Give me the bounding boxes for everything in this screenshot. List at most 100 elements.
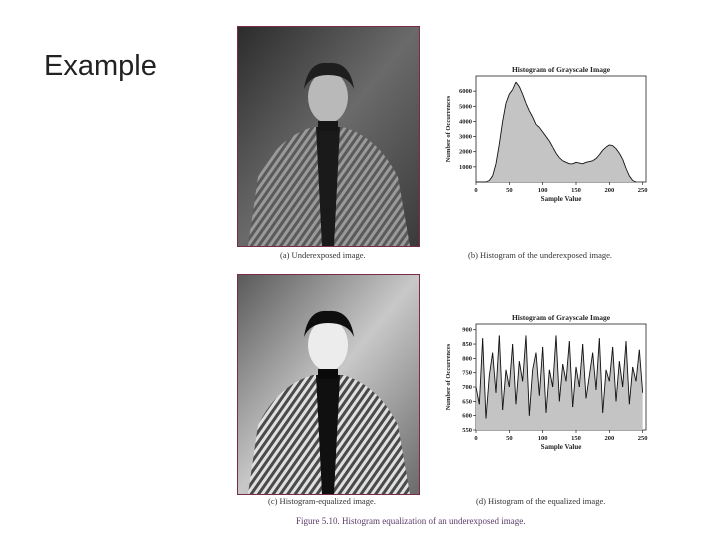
- histogram-equalized: Histogram of Grayscale Image 0 50 100 150 200…: [442, 310, 657, 460]
- histogram-segment: [512, 344, 517, 405]
- histogram-segment: [495, 335, 500, 393]
- y-tick-label: 600: [462, 413, 472, 420]
- histogram-segment: [615, 361, 620, 402]
- histogram-segment: [488, 175, 494, 181]
- x-tick-label: 250: [638, 187, 648, 194]
- y-tick-label: 3000: [459, 134, 472, 141]
- chart-title: Histogram of Grayscale Image: [512, 313, 611, 322]
- histogram-segment: [495, 144, 500, 164]
- histogram-segment: [535, 124, 540, 128]
- histogram-segment: [475, 386, 480, 405]
- histogram-segment: [572, 161, 577, 165]
- histogram-segment: [508, 89, 514, 95]
- x-tick-label: 200: [604, 187, 614, 194]
- histogram-segment: [575, 161, 580, 164]
- histogram-segment: [492, 163, 497, 177]
- histogram-segment: [535, 352, 540, 396]
- histogram-segment: [518, 86, 524, 95]
- histogram-segment: [598, 338, 604, 413]
- x-tick-label: 50: [506, 187, 512, 194]
- x-tick-label: 150: [571, 435, 581, 442]
- histogram-segment: [565, 161, 570, 165]
- y-tick-label: 650: [462, 398, 472, 405]
- histogram-underexposed: Histogram of Grayscale Image 0 50 100 150 200…: [442, 62, 657, 212]
- y-tick-label: 1000: [459, 164, 472, 171]
- histogram-segment: [612, 145, 617, 150]
- equalized-photo: [237, 274, 420, 495]
- histogram-segment: [625, 341, 630, 405]
- histogram-segment: [485, 180, 490, 183]
- histogram-segment: [522, 335, 527, 382]
- y-tick-label: 5000: [459, 103, 472, 110]
- y-tick-label: 2000: [459, 149, 472, 156]
- histogram-segment: [579, 162, 583, 165]
- y-axis-label: Number of Occurrences: [445, 343, 452, 410]
- histogram-segment: [595, 154, 600, 159]
- histogram-segment: [525, 335, 530, 416]
- histogram-segment: [515, 81, 520, 87]
- histogram-segment: [598, 149, 604, 156]
- histogram-segment: [515, 361, 520, 405]
- histogram-segment: [478, 338, 484, 405]
- x-tick-label: 0: [474, 187, 477, 194]
- histogram-segment: [622, 341, 627, 388]
- histogram-segment: [602, 146, 607, 151]
- histogram-segment: [505, 369, 510, 388]
- y-tick-label: 850: [462, 341, 472, 348]
- histogram-segment: [548, 369, 554, 388]
- histogram-segment: [538, 346, 544, 396]
- histogram-segment: [528, 369, 534, 416]
- histogram-segment: [638, 349, 644, 393]
- histogram-segment: [505, 94, 510, 104]
- histogram-segment: [618, 361, 624, 388]
- caption-b: (b) Histogram of the underexposed image.: [468, 250, 612, 260]
- histogram-segment: [632, 180, 637, 183]
- histogram-segment: [502, 103, 507, 122]
- histogram-segment: [632, 366, 637, 382]
- histogram-segment: [559, 157, 563, 162]
- histogram-segment: [575, 366, 580, 388]
- y-tick-label: 550: [462, 427, 472, 434]
- histogram-segment: [605, 144, 610, 148]
- histogram-segment: [498, 335, 504, 410]
- x-tick-label: 250: [638, 435, 648, 442]
- histogram-area: [476, 82, 636, 182]
- y-tick-label: 900: [462, 327, 472, 334]
- histogram-segment: [595, 338, 600, 390]
- histogram-segment: [552, 335, 557, 388]
- histogram-segment: [625, 168, 630, 177]
- x-tick-label: 200: [604, 435, 614, 442]
- histogram-segment: [508, 344, 514, 388]
- histogram-segment: [568, 341, 574, 408]
- histogram-segment: [542, 346, 547, 413]
- histogram-segment: [492, 352, 497, 393]
- histogram-segment: [548, 140, 554, 148]
- histogram-segment: [555, 335, 560, 402]
- y-axis-label: Number of Occurrences: [445, 95, 452, 162]
- x-tick-label: 100: [538, 187, 548, 194]
- histogram-segment: [572, 366, 577, 408]
- histogram-segment: [592, 158, 597, 162]
- histogram-segment: [585, 375, 590, 399]
- histogram-segment: [518, 361, 524, 382]
- histogram-segment: [615, 148, 620, 154]
- histogram-segment: [538, 127, 544, 133]
- chart-title: Histogram of Grayscale Image: [512, 65, 611, 74]
- histogram-segment: [555, 152, 560, 159]
- histogram-segment: [498, 121, 504, 145]
- histogram-segment: [522, 94, 527, 104]
- histogram-segment: [502, 369, 507, 410]
- histogram-segment: [628, 366, 634, 405]
- histogram-segment: [545, 369, 550, 413]
- histogram-segment: [622, 159, 627, 169]
- y-tick-label: 6000: [459, 88, 472, 95]
- histogram-segment: [525, 103, 530, 112]
- histogram-segment: [512, 81, 517, 90]
- histogram-segment: [605, 369, 610, 382]
- histogram-segment: [488, 352, 494, 376]
- histogram-segment: [589, 160, 593, 162]
- histogram-segment: [608, 346, 614, 382]
- histogram-segment: [618, 153, 624, 160]
- histogram-segment: [578, 344, 584, 388]
- y-tick-label: 700: [462, 384, 472, 391]
